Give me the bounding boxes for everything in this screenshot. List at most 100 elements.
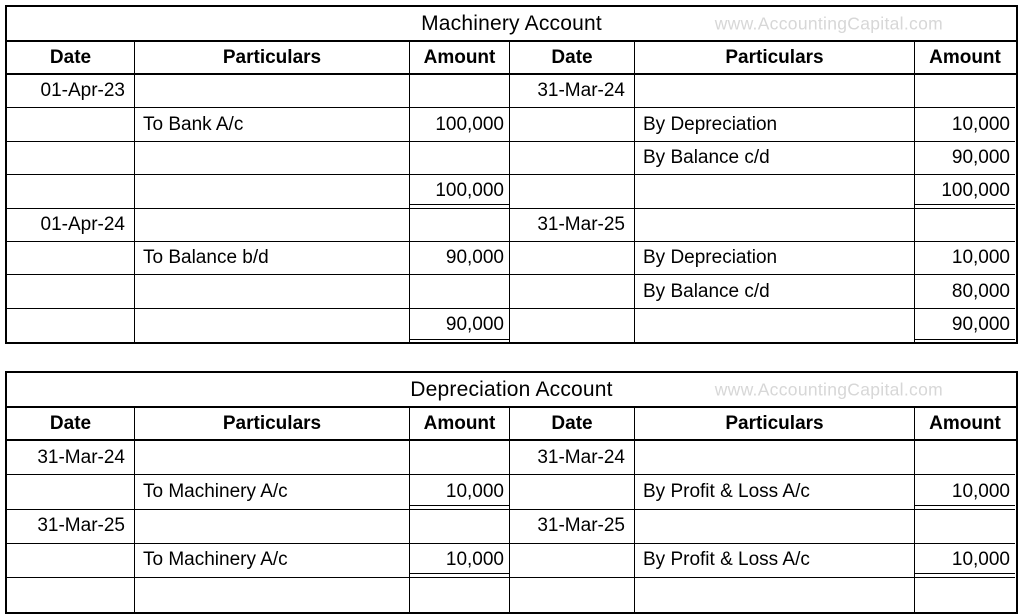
header-date-right: Date [510, 408, 635, 440]
cell-date-right [510, 108, 635, 142]
cell-particulars-right: By Balance c/d [635, 141, 915, 176]
cell-date-right [510, 577, 635, 613]
cell-amount-left [410, 141, 510, 176]
cell-date-left [7, 241, 135, 276]
cell-amount-left: 10,000 [410, 475, 510, 510]
cell-date-left [7, 175, 135, 209]
cell-particulars-left [135, 577, 410, 613]
cell-particulars-left [135, 308, 410, 343]
cell-date-right [510, 308, 635, 343]
cell-date-left: 01-Apr-24 [7, 208, 135, 242]
cell-amount-right: 10,000 [915, 242, 1015, 276]
cell-date-left: 31-Mar-24 [7, 441, 135, 476]
cell-particulars-left [135, 141, 410, 176]
cell-amount-left: 10,000 [410, 543, 510, 578]
cell-amount-left: 90,000 [410, 308, 510, 343]
cell-particulars-right: By Profit & Loss A/c [635, 543, 915, 578]
cell-amount-right: 90,000 [915, 309, 1015, 342]
cell-particulars-left [135, 441, 410, 476]
cell-date-left: 31-Mar-25 [7, 509, 135, 544]
cell-date-right: 31-Mar-24 [510, 75, 635, 109]
header-amount-right: Amount [929, 46, 1001, 68]
cell-particulars-right [635, 441, 915, 476]
cell-particulars-right: By Depreciation [635, 241, 915, 276]
header-particulars-left: Particulars [135, 408, 410, 440]
cell-amount-left [410, 75, 510, 109]
cell-particulars-left: To Machinery A/c [135, 475, 410, 510]
cell-amount-right: 10,000 [915, 108, 1015, 142]
cell-particulars-right [635, 577, 915, 613]
header-date-left: Date [7, 42, 135, 73]
cell-date-left: 01-Apr-23 [7, 75, 135, 109]
header-amount-right: Amount [929, 412, 1001, 434]
table-body: 31-Mar-24 31-Mar-24 To Machinery A/c 10,000… [7, 441, 1016, 613]
cell-amount-right: 80,000 [915, 275, 1015, 309]
cell-amount-right: 100,000 [915, 175, 1015, 209]
table-title-bar: Depreciation Account www.AccountingCapit… [7, 373, 1016, 409]
cell-date-right [510, 241, 635, 276]
watermark-text: www.AccountingCapital.com [714, 379, 943, 400]
cell-particulars-left: To Bank A/c [135, 108, 410, 142]
table-header-row: Date Particulars Amount Date Particulars… [7, 42, 1016, 75]
cell-particulars-right: By Profit & Loss A/c [635, 475, 915, 510]
cell-amount-left: 90,000 [410, 241, 510, 276]
cell-amount-right: 10,000 [915, 544, 1015, 578]
watermark-text: www.AccountingCapital.com [714, 13, 943, 33]
cell-date-left [7, 577, 135, 613]
cell-particulars-left [135, 175, 410, 209]
cell-particulars-left [135, 75, 410, 109]
cell-particulars-right [635, 308, 915, 343]
cell-particulars-right [635, 208, 915, 242]
cell-amount-left [410, 509, 510, 544]
cell-date-right [510, 141, 635, 176]
cell-particulars-left: To Balance b/d [135, 241, 410, 276]
header-particulars-right: Particulars [635, 408, 915, 440]
cell-date-right: 31-Mar-24 [510, 441, 635, 476]
cell-amount-right: 10,000 [915, 475, 1015, 510]
header-date-right: Date [510, 42, 635, 73]
table-body: 01-Apr-23 31-Mar-24 To Bank A/c 100,000 By D… [7, 75, 1016, 343]
cell-amount-right [915, 75, 1015, 109]
header-amount-left: Amount [410, 408, 510, 440]
table-title-bar: Machinery Account www.AccountingCapital.… [7, 7, 1016, 42]
table-title: Machinery Account [421, 11, 602, 35]
cell-date-right: 31-Mar-25 [510, 208, 635, 242]
table-header-row: Date Particulars Amount Date Particulars… [7, 408, 1016, 442]
header-amount-left: Amount [410, 42, 510, 73]
cell-date-left [7, 141, 135, 176]
cell-date-right: 31-Mar-25 [510, 509, 635, 544]
cell-amount-right [915, 441, 1015, 476]
cell-particulars-left [135, 509, 410, 544]
machinery-account-table: Machinery Account www.AccountingCapital.… [5, 5, 1018, 345]
cell-particulars-right [635, 75, 915, 109]
cell-amount-right: 90,000 [915, 142, 1015, 176]
header-particulars-right: Particulars [635, 42, 915, 73]
cell-particulars-right: By Depreciation [635, 108, 915, 142]
cell-date-left [7, 275, 135, 309]
cell-date-right [510, 543, 635, 578]
header-date-left: Date [7, 408, 135, 440]
cell-amount-right [915, 510, 1015, 544]
cell-date-left [7, 308, 135, 343]
cell-amount-left: 100,000 [410, 175, 510, 209]
cell-amount-left [410, 577, 510, 613]
cell-date-right [510, 275, 635, 309]
header-particulars-left: Particulars [135, 42, 410, 73]
cell-amount-left: 100,000 [410, 108, 510, 142]
cell-amount-left [410, 441, 510, 476]
cell-amount-left [410, 275, 510, 309]
cell-date-left [7, 475, 135, 510]
cell-particulars-left [135, 208, 410, 242]
cell-particulars-right [635, 509, 915, 544]
cell-date-right [510, 175, 635, 209]
cell-amount-right [915, 578, 1015, 612]
cell-date-left [7, 543, 135, 578]
cell-particulars-left: To Machinery A/c [135, 543, 410, 578]
cell-amount-right [915, 209, 1015, 242]
cell-date-right [510, 475, 635, 510]
cell-amount-left [410, 208, 510, 242]
cell-particulars-left [135, 275, 410, 309]
depreciation-account-table: Depreciation Account www.AccountingCapit… [5, 371, 1018, 615]
table-title: Depreciation Account [410, 377, 613, 401]
